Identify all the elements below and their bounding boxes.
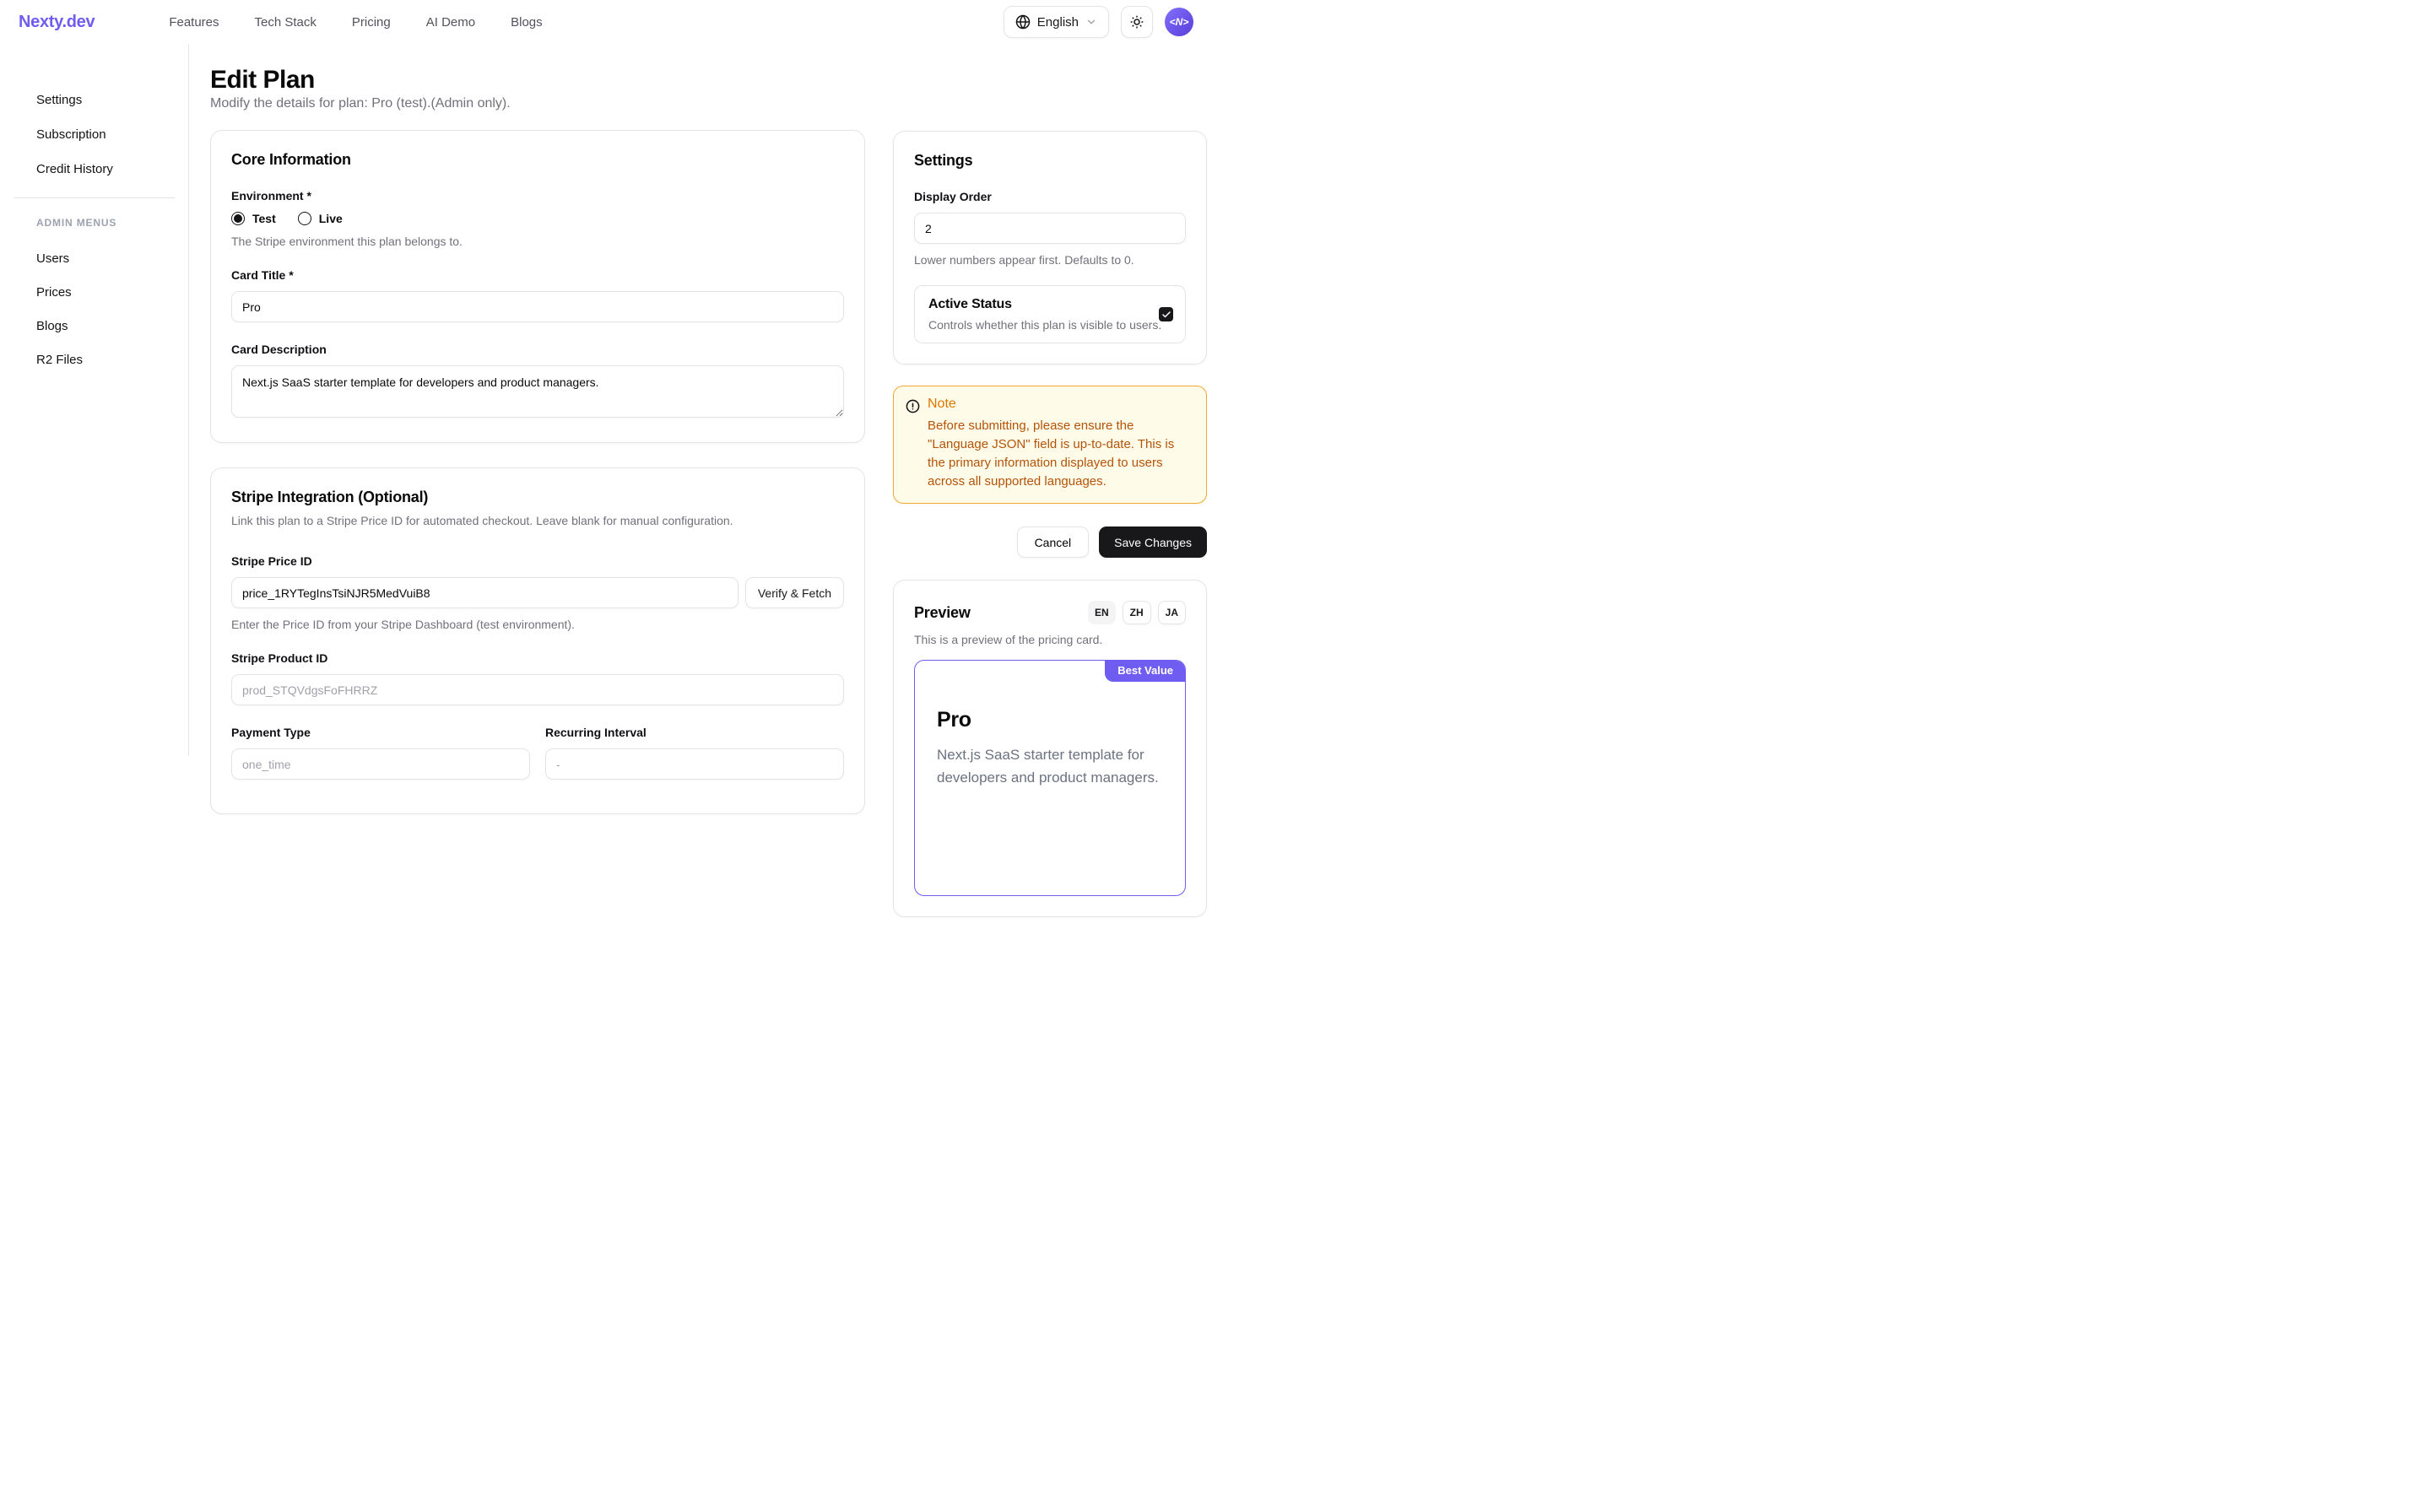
recurring-interval-label: Recurring Interval [545,726,647,739]
note-body: Before submitting, please ensure the "La… [928,418,1175,489]
card-title-label: Card Title * [231,268,294,282]
recurring-interval-input[interactable] [545,748,844,780]
nav-blogs[interactable]: Blogs [511,14,543,30]
active-status-label: Active Status [928,297,1012,311]
stripe-product-id-input[interactable] [231,674,844,705]
stripe-product-id-label: Stripe Product ID [231,651,328,665]
stripe-price-id-field: Stripe Price ID Verify & Fetch Enter the… [231,554,844,631]
globe-icon [1015,14,1031,30]
form-actions: Cancel Save Changes [893,526,1207,558]
radio-live-label: Live [318,212,343,225]
pricing-card-title: Pro [937,708,971,732]
environment-help: The Stripe environment this plan belongs… [231,235,463,248]
note-alert: Note Before submitting, please ensure th… [893,386,1207,504]
main-nav: Features Tech Stack Pricing AI Demo Blog… [169,15,542,30]
stripe-integration-subtitle: Link this plan to a Stripe Price ID for … [231,514,733,527]
nav-pricing[interactable]: Pricing [351,14,391,30]
language-selector[interactable]: English [1003,6,1109,38]
radio-test[interactable] [231,212,245,225]
sidebar-item-settings[interactable]: Settings [36,93,83,107]
preview-title: Preview [914,603,971,621]
payment-row: Payment Type Recurring Interval [231,726,844,780]
brand-logo[interactable]: Nexty.dev [19,12,95,31]
sidebar-item-users[interactable]: Users [36,251,70,266]
card-title-field: Card Title * [231,268,844,322]
sun-icon [1129,14,1144,30]
preview-lang-ja[interactable]: JA [1157,601,1186,624]
sidebar: Settings Subscription Credit History ADM… [0,44,189,756]
sidebar-item-prices[interactable]: Prices [36,285,72,300]
theme-toggle-button[interactable] [1121,6,1153,38]
nav-features[interactable]: Features [169,14,219,30]
active-status-desc: Controls whether this plan is visible to… [928,318,1162,332]
sidebar-divider [14,197,175,198]
stripe-price-id-input[interactable] [231,577,739,608]
user-avatar[interactable]: <N> [1165,8,1193,36]
header-controls: English <N> [1003,6,1193,38]
stripe-integration-title: Stripe Integration (Optional) [231,489,429,505]
display-order-help: Lower numbers appear first. Defaults to … [914,253,1134,267]
preview-language-tabs: EN ZH JA [1087,601,1186,624]
pricing-preview-card: Best Value Pro Next.js SaaS starter temp… [914,660,1186,896]
stripe-product-id-field: Stripe Product ID [231,651,844,705]
environment-radio-group: Test Live [231,212,844,225]
nav-tech-stack[interactable]: Tech Stack [254,14,317,30]
card-description-label: Card Description [231,343,327,356]
card-description-textarea[interactable]: Next.js SaaS starter template for develo… [231,365,844,418]
top-header: Nexty.dev Features Tech Stack Pricing AI… [0,0,1212,44]
page-title: Edit Plan [210,66,315,94]
payment-type-label: Payment Type [231,726,311,739]
display-order-field: Display Order Lower numbers appear first… [914,190,1186,267]
display-order-input[interactable] [914,213,1186,244]
sidebar-section-admin-menus: ADMIN MENUS [36,217,117,229]
preview-card: Preview EN ZH JA This is a preview of th… [893,580,1207,917]
active-status-box: Active Status Controls whether this plan… [914,285,1186,343]
verify-fetch-button[interactable]: Verify & Fetch [744,577,844,608]
preview-subtitle: This is a preview of the pricing card. [914,633,1103,646]
page-subtitle: Modify the details for plan: Pro (test).… [210,96,511,111]
settings-card-title: Settings [914,152,973,169]
save-changes-button[interactable]: Save Changes [1099,526,1207,558]
environment-label: Environment * [231,189,311,202]
environment-option-test[interactable]: Test [231,212,276,225]
chevron-down-icon [1085,16,1097,28]
best-value-badge: Best Value [1105,661,1185,682]
environment-option-live[interactable]: Live [297,212,343,225]
stripe-integration-card: Stripe Integration (Optional) Link this … [210,467,865,814]
pricing-card-description: Next.js SaaS starter template for develo… [937,747,1159,786]
sidebar-item-subscription[interactable]: Subscription [36,127,106,142]
display-order-label: Display Order [914,190,992,203]
payment-type-input[interactable] [231,748,530,780]
nav-ai-demo[interactable]: AI Demo [425,14,476,30]
payment-type-field: Payment Type [231,726,530,780]
card-description-field: Card Description Next.js SaaS starter te… [231,343,844,422]
sidebar-item-r2-files[interactable]: R2 Files [36,353,84,367]
core-information-title: Core Information [231,151,351,168]
sidebar-item-blogs[interactable]: Blogs [36,319,68,333]
check-icon [1161,310,1171,320]
recurring-interval-field: Recurring Interval [545,726,844,780]
cancel-button[interactable]: Cancel [1016,526,1090,558]
stripe-price-id-help: Enter the Price ID from your Stripe Dash… [231,618,575,631]
stripe-price-id-label: Stripe Price ID [231,554,312,568]
active-status-checkbox[interactable] [1159,307,1173,321]
core-information-card: Core Information Environment * Test Live [210,130,865,443]
settings-card: Settings Display Order Lower numbers app… [893,131,1207,364]
radio-live[interactable] [297,212,311,225]
preview-lang-en[interactable]: EN [1087,601,1116,624]
card-title-input[interactable] [231,291,844,322]
radio-test-label: Test [252,212,276,225]
note-title: Note [928,397,956,411]
environment-field: Environment * Test Live The Stripe envir… [231,189,844,248]
sidebar-item-credit-history[interactable]: Credit History [36,162,113,176]
language-label: English [1036,14,1079,30]
preview-lang-zh[interactable]: ZH [1122,601,1151,624]
main-content: Edit Plan Modify the details for plan: P… [189,44,1212,917]
alert-circle-icon [906,399,920,491]
